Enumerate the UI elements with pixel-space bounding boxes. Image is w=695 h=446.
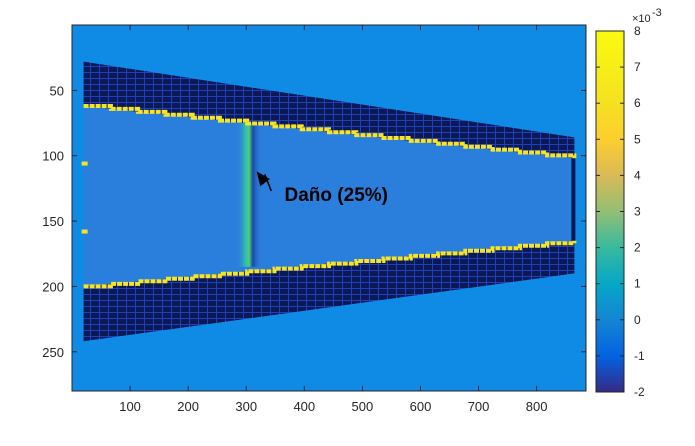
lower-edge-line: [83, 240, 577, 289]
x-tick-label: 500: [352, 399, 374, 414]
edge-marker-1: [81, 229, 88, 234]
y-tick-label: 200: [42, 279, 64, 294]
y-tick-label: 150: [42, 214, 64, 229]
colorbar-exponent-base: ×10: [632, 13, 651, 25]
right-boundary-strip: [571, 158, 576, 241]
x-tick-label: 800: [526, 399, 548, 414]
colorbar-tick-label: 7: [634, 60, 641, 74]
colorbar-exponent-power: -3: [652, 7, 662, 19]
y-tick-label: 50: [50, 83, 64, 98]
plot-frame: [71, 24, 587, 392]
x-tick-label: 700: [468, 399, 490, 414]
colorbar: 8 7 6 5 4 3 2 1 0 -1 -2 ×10 -3: [595, 7, 662, 399]
colorbar-tick-label: 8: [634, 24, 641, 38]
annotation-layer: Daño (25%): [256, 171, 388, 206]
x-tick-label: 200: [177, 399, 199, 414]
colorbar-tick-label: 1: [634, 277, 641, 291]
inner-field: [83, 106, 575, 287]
colorbar-tick-label: 2: [634, 241, 641, 255]
colorbar-gradient: [595, 30, 625, 393]
annotation-arrow-head: [256, 171, 270, 187]
upper-edge-line: [83, 104, 577, 159]
upper-band: [83, 61, 575, 159]
heatmap-plot-area: [72, 25, 586, 391]
x-tick-label: 300: [235, 399, 257, 414]
colorbar-tick-label: -1: [634, 349, 645, 363]
colorbar-tick-label: 6: [634, 96, 641, 110]
y-tick-label: 100: [42, 149, 64, 164]
axes: 100 200 300 400 500 600 700 800 50 100 150 200 250: [42, 25, 586, 414]
x-tick-label: 400: [293, 399, 315, 414]
lower-band: [83, 240, 575, 342]
x-tick-label: 600: [410, 399, 432, 414]
colorbar-tick-label: -2: [634, 385, 645, 399]
colorbar-tick-label: 3: [634, 205, 641, 219]
annotation-text: Daño (25%): [285, 185, 388, 206]
colorbar-tick-label: 5: [634, 132, 641, 146]
damage-zone: [236, 123, 262, 267]
edge-marker-0: [81, 161, 88, 166]
colorbar-tick-label: 0: [634, 313, 641, 327]
x-tick-label: 100: [119, 399, 141, 414]
colorbar-tick-label: 4: [634, 168, 641, 182]
y-tick-label: 250: [42, 345, 64, 360]
